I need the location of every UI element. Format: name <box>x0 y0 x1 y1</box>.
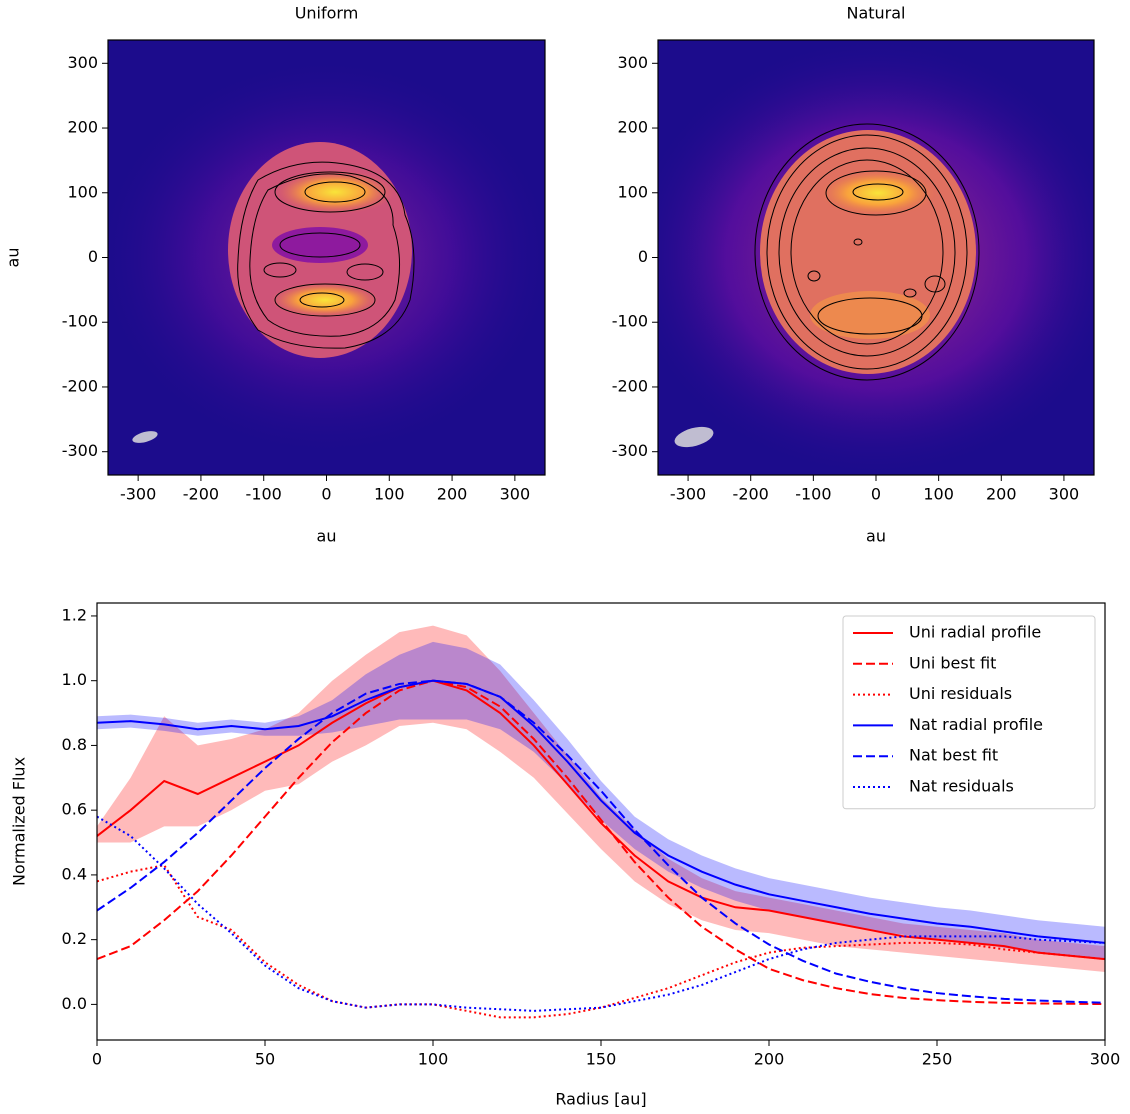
axes-frame <box>107 39 546 476</box>
uniform-image <box>108 40 545 475</box>
y-axis-label: Normalized Flux <box>10 757 29 886</box>
x-tick-label: 0 <box>92 1050 102 1069</box>
panel-title: Natural <box>846 4 905 23</box>
y-tick-label: -200 <box>62 376 98 395</box>
y-tick-label: -300 <box>62 441 98 460</box>
y-tick-label: -200 <box>612 376 648 395</box>
x-tick-label: -200 <box>183 485 219 504</box>
y-tick-label: 0.0 <box>62 994 87 1013</box>
legend-label: Nat residuals <box>909 777 1014 796</box>
x-tick-label: 100 <box>418 1050 449 1069</box>
x-tick-label: 300 <box>500 485 531 504</box>
x-tick-label: -300 <box>120 485 156 504</box>
y-tick-label: 0 <box>638 247 648 266</box>
x-tick-label: -300 <box>670 485 706 504</box>
panel-title: Uniform <box>295 4 359 23</box>
legend-label: Uni radial profile <box>909 623 1041 642</box>
x-tick-label: 150 <box>586 1050 617 1069</box>
legend-label: Nat radial profile <box>909 715 1043 734</box>
x-tick-label: -100 <box>246 485 282 504</box>
y-tick-label: 300 <box>67 53 98 72</box>
y-tick-label: 0.8 <box>62 735 87 754</box>
y-tick-label: 0 <box>88 247 98 266</box>
y-tick-label: -100 <box>612 312 648 331</box>
y-tick-label: 200 <box>617 118 648 137</box>
y-tick-label: 300 <box>617 53 648 72</box>
y-tick-label: 0.2 <box>62 929 87 948</box>
x-tick-label: 200 <box>986 485 1017 504</box>
x-tick-label: 100 <box>374 485 405 504</box>
series-line <box>97 679 1105 1006</box>
x-tick-label: -100 <box>795 485 831 504</box>
x-tick-label: 0 <box>871 485 881 504</box>
x-axis-label: au <box>866 527 886 546</box>
x-tick-label: 50 <box>255 1050 275 1069</box>
x-tick-label: 0 <box>321 485 331 504</box>
x-tick-label: -200 <box>733 485 769 504</box>
y-tick-label: 0.4 <box>62 864 87 883</box>
y-tick-label: 1.0 <box>62 670 87 689</box>
legend-box <box>842 615 1096 810</box>
y-tick-label: 1.2 <box>62 605 87 624</box>
y-axis-label: au <box>4 248 23 268</box>
series-line <box>97 679 1105 961</box>
x-tick-label: 300 <box>1049 485 1080 504</box>
series-line <box>97 679 1105 944</box>
axes-frame <box>657 39 1095 476</box>
axes-frame <box>96 602 1106 1041</box>
series-line <box>97 679 1105 1004</box>
x-tick-label: 200 <box>437 485 468 504</box>
legend-label: Uni best fit <box>909 653 996 672</box>
legend-label: Uni residuals <box>909 684 1012 703</box>
y-tick-label: 100 <box>617 182 648 201</box>
y-tick-label: 0.6 <box>62 800 87 819</box>
series-line <box>97 815 1105 1012</box>
x-axis-label: au <box>317 527 337 546</box>
x-tick-label: 300 <box>1090 1050 1121 1069</box>
y-tick-label: -100 <box>62 312 98 331</box>
y-tick-label: -300 <box>612 441 648 460</box>
x-axis-label: Radius [au] <box>555 1090 646 1109</box>
y-tick-label: 100 <box>67 182 98 201</box>
x-tick-label: 250 <box>922 1050 953 1069</box>
y-tick-label: 200 <box>67 118 98 137</box>
x-tick-label: 200 <box>754 1050 785 1069</box>
legend-label: Nat best fit <box>909 746 998 765</box>
x-tick-label: 100 <box>923 485 954 504</box>
natural-image <box>658 40 1094 475</box>
